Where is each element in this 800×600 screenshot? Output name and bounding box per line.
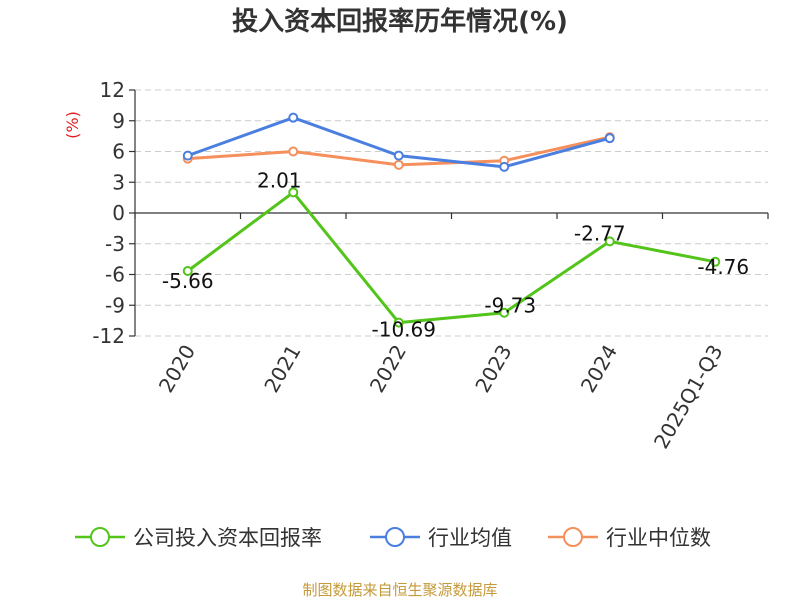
legend-marker-icon: [563, 527, 583, 547]
data-point: [393, 317, 404, 328]
legend-label: 行业中位数: [606, 526, 711, 550]
data-point: [288, 146, 299, 157]
data-labels: -5.66 2.01 -10.69 -9.73 -2.77 -4.76: [162, 168, 749, 341]
data-point: [393, 159, 404, 170]
x-tick-label: 2024: [576, 341, 622, 397]
legend-marker-icon: [90, 527, 110, 547]
y-tick-label: -12: [92, 324, 125, 348]
data-point: [604, 236, 615, 247]
grid-lines: [135, 89, 768, 337]
legend-label: 行业均值: [428, 526, 512, 550]
data-point: [499, 161, 510, 172]
legend-item-1[interactable]: 行业均值: [370, 526, 512, 550]
legend-item-2[interactable]: 行业中位数: [548, 526, 711, 550]
data-point: [604, 133, 615, 144]
x-tick-label: 2023: [470, 341, 516, 397]
data-label: -5.66: [162, 269, 214, 293]
data-point: [182, 150, 193, 161]
x-tick-label: 2020: [154, 341, 200, 397]
y-tick-label: 0: [112, 201, 125, 225]
y-tick-label: 6: [112, 140, 125, 164]
x-tick-label: 2022: [365, 341, 411, 397]
legend-item-0[interactable]: 公司投入资本回报率: [75, 526, 322, 550]
y-tick-label: 12: [100, 78, 125, 102]
y-tick-label: 3: [112, 170, 125, 194]
y-tick-label: -3: [105, 232, 125, 256]
series-lines: [182, 112, 721, 328]
x-tick-label: 2021: [259, 341, 305, 397]
y-tick-label: -6: [105, 263, 125, 287]
source-note: 制图数据来自恒生聚源数据库: [302, 581, 497, 599]
data-label: -10.69: [372, 318, 436, 342]
series-line-0: [186, 190, 716, 325]
data-point: [288, 187, 299, 198]
data-point: [288, 112, 299, 123]
x-tick-label: 2025Q1-Q3: [649, 341, 728, 453]
data-label: -4.76: [697, 255, 749, 279]
data-point: [710, 256, 721, 267]
y-tick-label: 9: [112, 109, 125, 133]
data-label: -2.77: [574, 221, 626, 245]
legend[interactable]: 公司投入资本回报率 行业均值 行业中位数: [75, 526, 711, 550]
data-point: [182, 266, 193, 277]
legend-marker-icon: [385, 527, 405, 547]
legend-label: 公司投入资本回报率: [133, 526, 322, 550]
data-label: 2.01: [257, 168, 302, 192]
y-axis-unit: (%): [63, 111, 82, 139]
y-tick-label: -9: [105, 293, 125, 317]
chart-title: 投入资本回报率历年情况(%): [232, 6, 568, 37]
data-point: [393, 150, 404, 161]
data-label: -9.73: [484, 294, 536, 318]
data-point: [499, 307, 510, 318]
